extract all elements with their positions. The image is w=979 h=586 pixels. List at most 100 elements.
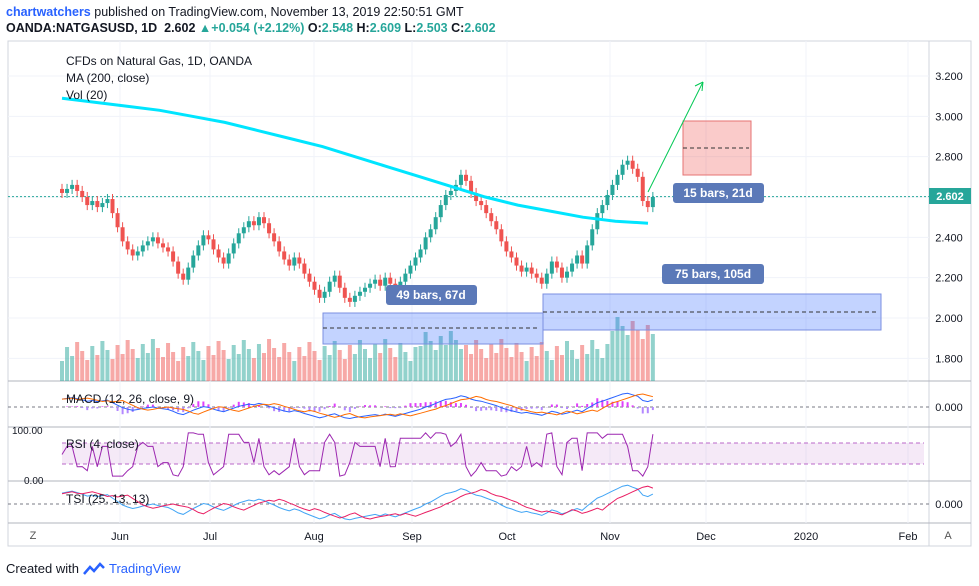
rsi-legend[interactable]: RSI (4, close) [66,437,139,451]
open-value: 2.548 [321,21,354,35]
candle-body [342,287,347,298]
candle-body [645,201,650,208]
time-tick-label: Oct [498,531,515,543]
volume-bar [428,341,433,381]
rsi-line [61,432,654,477]
candle-body [625,160,630,165]
volume-bar [221,350,226,381]
candle-body [595,213,600,230]
tsi-legend[interactable]: TSI (25, 13, 13) [66,492,149,506]
volume-bar [630,321,635,381]
candle-body [191,255,196,268]
candle-body [363,287,367,292]
footer: Created with TradingView [6,561,181,576]
candle-body [287,259,292,266]
volume-bar [600,358,605,381]
vol-legend[interactable]: Vol (20) [66,88,107,102]
price-tick-label: 2.400 [935,232,963,244]
candle-body [272,233,277,242]
chart-frame [7,40,972,547]
volume-bar [368,358,373,381]
candle-body [570,263,575,272]
ma-legend[interactable]: MA (200, close) [66,71,149,85]
date-price-ranges[interactable] [322,81,882,345]
candle-body [246,221,251,228]
symbol-name[interactable]: OANDA:NATGASUSD, 1D [6,21,158,35]
volume-bar [332,341,337,381]
volume-bar [650,334,655,381]
candle-body [635,168,640,177]
close-value: 2.602 [464,21,496,35]
ma-200-line [61,96,649,225]
volume-bar [181,347,186,381]
volume-bar [302,356,307,381]
volume-bar [585,354,590,381]
volume-bar [337,350,342,381]
volume-bar [85,360,90,381]
candle-body [580,255,585,264]
volume-bar [317,360,322,381]
volume-bar [231,345,236,381]
time-tick-label: 2020 [794,531,818,543]
candle-body [524,267,529,272]
candle-body [458,174,463,185]
volume-bar [196,351,201,381]
volume-bar [378,353,383,381]
candle-body [615,174,620,185]
volume-bar [75,342,80,381]
candle-body [150,237,155,242]
volume-bar [408,361,413,381]
macd-legend[interactable]: MACD (12, 26, close, 9) [66,392,194,406]
candle-body [539,277,544,284]
price-tick-label: 2.800 [935,152,963,164]
volume-bar [292,361,297,381]
last-price-tag [929,188,971,204]
author-link[interactable]: chartwatchers [6,5,91,19]
auto-scale-left[interactable]: Z [30,530,37,542]
volume-bar [347,345,352,381]
candle-body [433,217,438,230]
tradingview-brand[interactable]: TradingView [108,561,181,576]
candle-body [418,249,423,258]
time-axis: Jun Jul Aug Sep Oct Nov Dec 2020 Feb [111,531,917,543]
candle-body [100,203,105,208]
volume-bar [464,345,468,381]
volume-bar [413,347,418,381]
volume-bar [312,351,317,381]
volume-bar [282,343,287,381]
candle-body [504,241,509,252]
volume-bar [559,355,564,381]
candle-body [332,275,337,282]
candle-body [155,237,160,244]
candle-body [241,227,246,234]
volume-bar [534,356,539,381]
time-tick-label: Jul [203,531,217,543]
candle-body [575,255,580,264]
candle-body [428,229,433,238]
volume-bar [418,346,423,381]
tsi-line [61,484,654,521]
candle-body [135,251,140,256]
low-label: L: [404,21,417,35]
volume-bar [373,344,378,381]
volume-bar [363,349,367,381]
volume-bar [322,346,327,381]
volume-bar [554,346,559,381]
tsi-pane [8,484,929,521]
volume-bar [484,358,489,381]
candle-body [256,217,261,226]
time-tick-label: Nov [600,531,620,543]
volume-bar [110,359,115,381]
volume-bar [575,359,580,381]
volume-bar [357,340,362,381]
volume-bar [65,347,70,381]
volume-bar [201,360,206,381]
volume-bar [206,346,211,381]
candle-body [620,164,625,175]
rsi-pane [61,432,924,477]
volume-bar [605,344,610,381]
auto-scale-right[interactable]: A [944,530,952,542]
volume-bar [403,352,408,381]
candle-body [438,205,443,218]
